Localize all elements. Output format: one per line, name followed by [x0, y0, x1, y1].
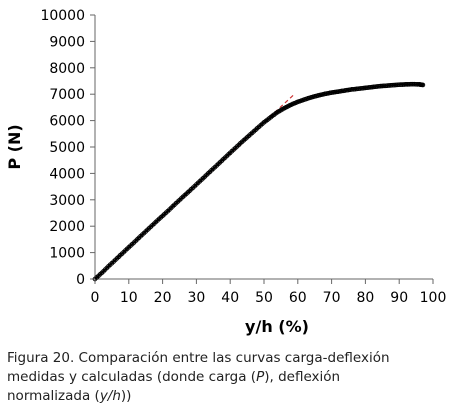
y-tick-label: 6000	[49, 114, 85, 130]
caption-symbol-yh: y/h	[99, 388, 121, 404]
x-axis-ticks: 0 10 20 30 40 50 60 70 80 90 100	[91, 279, 447, 306]
caption-symbol-p: P	[256, 369, 265, 385]
x-tick-label: 80	[356, 290, 374, 306]
caption-line-3: normalizada (y/h))	[7, 387, 445, 406]
data-point	[351, 86, 356, 92]
x-tick-label: 30	[187, 290, 205, 306]
x-axis-title: y/h (%)	[245, 317, 309, 336]
y-tick-label: 8000	[49, 61, 85, 77]
y-tick-label: 4000	[49, 166, 85, 182]
data-point	[368, 84, 373, 90]
data-point	[405, 82, 411, 87]
x-tick-label: 10	[120, 290, 138, 306]
x-tick-label: 100	[420, 290, 447, 306]
x-tick-label: 90	[390, 290, 408, 306]
x-tick-label: 0	[91, 290, 100, 306]
x-tick-label: 40	[221, 290, 239, 306]
x-tick-label: 70	[323, 290, 341, 306]
measured-series	[92, 81, 426, 282]
measured-curve	[94, 83, 424, 280]
caption-line-2: medidas y calculadas (donde carga (P), d…	[7, 368, 445, 387]
x-tick-label: 60	[289, 290, 307, 306]
data-point	[386, 83, 392, 88]
data-point	[420, 82, 426, 88]
y-tick-label: 1000	[49, 246, 85, 262]
y-tick-label: 10000	[40, 8, 85, 24]
y-tick-label: 0	[76, 272, 85, 288]
caption-text: ))	[120, 388, 132, 404]
y-axis-title: P (N)	[5, 124, 24, 169]
chart: 0100020003000400050006000700080009000100…	[5, 8, 447, 336]
y-tick-label: 2000	[49, 219, 85, 235]
x-tick-label: 20	[154, 290, 172, 306]
y-tick-label: 7000	[49, 87, 85, 103]
data-point	[403, 82, 409, 87]
caption-text: ), deflexión	[264, 369, 341, 385]
x-tick-label: 50	[255, 290, 273, 306]
y-tick-label: 5000	[49, 140, 85, 156]
y-tick-label: 3000	[49, 193, 85, 209]
y-tick-label: 9000	[49, 34, 85, 50]
caption-text: normalizada (	[7, 388, 100, 404]
figure-caption: Figura 20. Comparación entre las curvas …	[7, 349, 445, 406]
caption-line-1: Figura 20. Comparación entre las curvas …	[7, 350, 390, 366]
y-axis-ticks: 0 1000 2000 3000 4000 5000 6000 7000 8000 9000 100…	[40, 8, 95, 288]
caption-text: medidas y calculadas (donde carga (	[7, 369, 257, 385]
